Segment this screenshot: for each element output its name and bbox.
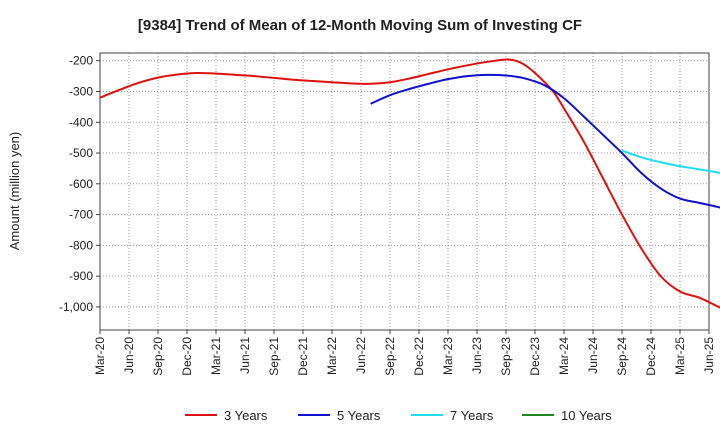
x-tick-label: Dec-20 — [180, 337, 194, 376]
y-tick-label: -600 — [69, 177, 93, 191]
series-lines — [99, 58, 720, 309]
x-tick-label: Dec-22 — [412, 337, 426, 376]
series-line-7-years — [621, 149, 720, 175]
x-tick-label: Sep-24 — [615, 337, 629, 376]
x-tick-label: Mar-20 — [93, 337, 107, 375]
x-tick-label: Dec-24 — [644, 337, 658, 376]
chart-title: [9384] Trend of Mean of 12-Month Moving … — [138, 17, 582, 34]
x-tick-label: Mar-23 — [441, 337, 455, 375]
x-tick-label: Mar-25 — [673, 337, 687, 375]
y-axis-ticks: -200 -300 -400 -500 -600 -700 -800 -900 -1,000 — [59, 54, 100, 314]
y-tick-label: -400 — [69, 115, 93, 129]
x-tick-label: Sep-23 — [499, 337, 513, 376]
grid-lines — [100, 53, 709, 330]
x-tick-label: Sep-20 — [151, 337, 165, 376]
x-tick-label: Dec-21 — [296, 337, 310, 376]
y-tick-label: -800 — [69, 238, 93, 252]
series-line-5-years — [370, 73, 720, 209]
legend-label-7-years: 7 Years — [450, 408, 494, 423]
x-tick-label: Jun-21 — [238, 337, 252, 374]
legend-label-5-years: 5 Years — [337, 408, 381, 423]
x-tick-label: Jun-23 — [470, 337, 484, 374]
y-axis-label: Amount (million yen) — [7, 132, 22, 251]
x-tick-label: Jun-24 — [586, 337, 600, 374]
x-axis-ticks: Mar-20 Jun-20 Sep-20 Dec-20 Mar-21 Jun-21 Sep-… — [93, 330, 716, 376]
x-tick-label: Sep-22 — [383, 337, 397, 376]
x-tick-label: Jun-20 — [122, 337, 136, 374]
series-line-3-years — [99, 58, 720, 309]
legend-label-3-years: 3 Years — [224, 408, 268, 423]
x-tick-label: Mar-21 — [209, 337, 223, 375]
plot-area — [99, 52, 710, 331]
y-tick-label: -300 — [69, 84, 93, 98]
x-tick-label: Dec-23 — [528, 337, 542, 376]
x-tick-label: Sep-21 — [267, 337, 281, 376]
y-tick-label: -900 — [69, 269, 93, 283]
x-tick-label: Mar-22 — [325, 337, 339, 375]
y-tick-label: -500 — [69, 146, 93, 160]
y-tick-label: -1,000 — [59, 300, 93, 314]
y-tick-label: -200 — [69, 54, 93, 68]
x-tick-label: Jun-25 — [702, 337, 716, 374]
x-tick-label: Mar-24 — [557, 337, 571, 375]
legend-label-10-years: 10 Years — [561, 408, 612, 423]
x-tick-label: Jun-22 — [354, 337, 368, 374]
y-tick-label: -700 — [69, 208, 93, 222]
legend: 3 Years 5 Years 7 Years 10 Years — [185, 408, 612, 423]
